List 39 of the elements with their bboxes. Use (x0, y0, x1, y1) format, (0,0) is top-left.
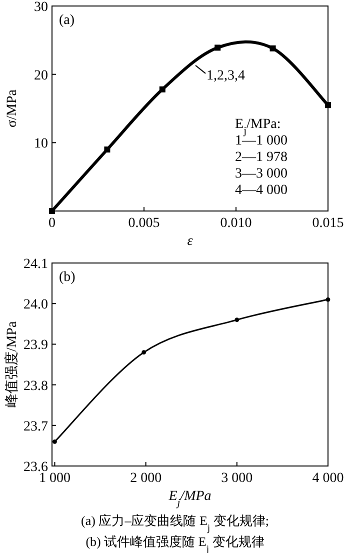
x-tick-label: 0.005 (128, 216, 160, 231)
x-tick-label: 4 000 (312, 471, 344, 486)
y-tick-label: 30 (34, 0, 48, 15)
annotation: 2—1 978 (235, 150, 288, 165)
point (159, 86, 166, 92)
annotation: 1—1 000 (235, 134, 288, 148)
x-axis-title: ε (187, 234, 194, 249)
point (214, 44, 221, 51)
y-tick-label: 23.8 (24, 378, 48, 394)
y-axis-title: σ/MPa (5, 88, 20, 128)
y-tick-label: 24.1 (24, 257, 48, 272)
text: (a) 应力–应变曲线随 E$_{j}$ 变化规律; (81, 513, 269, 534)
point (270, 45, 276, 52)
point (49, 208, 55, 214)
y-tick-label: 23.7 (24, 419, 48, 434)
x-tick-label: 2 000 (130, 471, 162, 486)
annotation: 4—4 000 (235, 183, 288, 198)
annotation: 1,2,3,4 (206, 68, 246, 84)
text: (a) (59, 13, 75, 28)
point (234, 318, 240, 322)
x-tick-label: 1 000 (38, 471, 70, 486)
x-axis-title: E$_{j}$/MPa (168, 489, 212, 508)
x-tick-label: 0.015 (312, 216, 344, 231)
y-tick-label: 20 (34, 68, 48, 84)
y-axis-title: 峰值强度/MPa (4, 320, 20, 408)
point (52, 439, 57, 444)
text: (b) (59, 270, 76, 285)
annotation: E$_{j}$/MPa: (235, 117, 281, 136)
x-tick-label: 0 (48, 216, 56, 231)
point (142, 350, 146, 355)
y-tick-label: 24.0 (24, 298, 48, 313)
point (104, 146, 110, 152)
x-tick-label: 3 000 (221, 471, 253, 486)
y-tick-label: 10 (34, 136, 48, 152)
point (325, 102, 331, 108)
point (326, 297, 330, 302)
annotation: 3—3 000 (235, 166, 288, 182)
y-tick-label: 23.9 (24, 338, 48, 354)
x-tick-label: 0.010 (220, 216, 252, 231)
